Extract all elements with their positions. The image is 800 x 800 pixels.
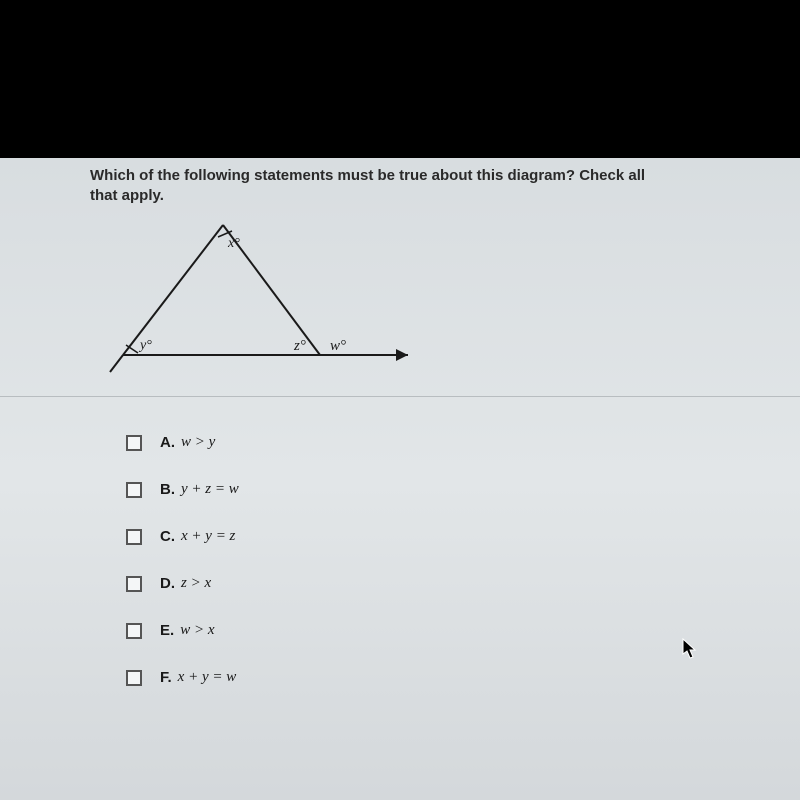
angle-label-x: x°: [227, 236, 240, 251]
checkbox-f[interactable]: [126, 670, 142, 686]
option-letter: B.: [160, 481, 175, 498]
angle-label-w: w°: [330, 338, 346, 354]
option-text: x + y = z: [181, 528, 235, 545]
option-letter: D.: [160, 575, 175, 592]
content-area: Which of the following statements must b…: [0, 158, 800, 800]
question-prompt: Which of the following statements must b…: [90, 166, 650, 207]
mouse-cursor-icon: [682, 638, 698, 660]
option-text: w > y: [181, 434, 215, 451]
option-text: x + y = w: [178, 669, 237, 686]
option-row-c: C. x + y = z: [126, 528, 239, 545]
option-letter: F.: [160, 669, 172, 686]
answer-options: A. w > y B. y + z = w C. x + y = z D. z …: [126, 434, 239, 716]
checkbox-e[interactable]: [126, 623, 142, 639]
tri-left-side: [123, 225, 223, 355]
option-letter: A.: [160, 434, 175, 451]
checkbox-b[interactable]: [126, 482, 142, 498]
angle-label-y: y°: [138, 338, 152, 353]
checkbox-c[interactable]: [126, 529, 142, 545]
triangle-svg: x° y° z° w°: [68, 213, 428, 383]
angle-label-z: z°: [293, 338, 306, 354]
option-letter: E.: [160, 622, 174, 639]
option-text: z > x: [181, 575, 211, 592]
checkbox-a[interactable]: [126, 435, 142, 451]
option-text: w > x: [180, 622, 214, 639]
triangle-diagram: x° y° z° w°: [68, 213, 428, 383]
section-divider: [0, 396, 800, 397]
option-row-a: A. w > y: [126, 434, 239, 451]
option-text: y + z = w: [181, 481, 239, 498]
tri-left-tail: [110, 355, 123, 372]
option-letter: C.: [160, 528, 175, 545]
option-row-e: E. w > x: [126, 622, 239, 639]
checkbox-d[interactable]: [126, 576, 142, 592]
option-row-d: D. z > x: [126, 575, 239, 592]
arrowhead-icon: [396, 349, 408, 361]
option-row-f: F. x + y = w: [126, 669, 239, 686]
option-row-b: B. y + z = w: [126, 481, 239, 498]
